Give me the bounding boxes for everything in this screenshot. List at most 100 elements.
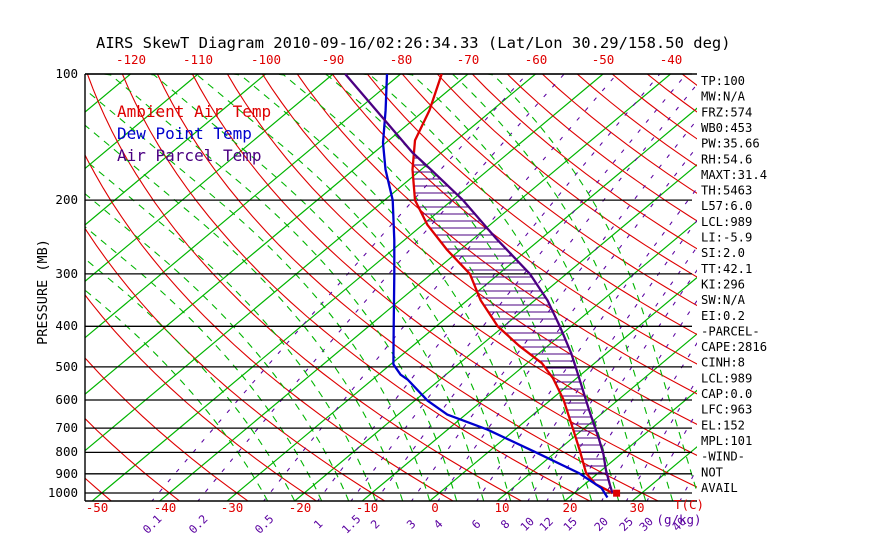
dew-point-temp-curve: [381, 73, 609, 499]
stats-line: EI:0.2: [701, 309, 745, 323]
moist-adiabat-line: [487, 74, 697, 494]
isotherm-line: [429, 276, 697, 501]
isotherm-line: [85, 74, 536, 452]
pressure-tick-label: 400: [55, 318, 78, 333]
dry-adiabat-line: [261, 74, 697, 425]
moist-adiabat-line: [85, 124, 404, 501]
isotherm-line: [85, 74, 199, 170]
ambient-air-temp-curve: [411, 73, 614, 495]
stats-line: EL:152: [701, 418, 745, 432]
dry-adiabat-line: [471, 74, 697, 250]
surface-temp-marker: [613, 489, 621, 497]
stats-line: LCL:989: [701, 215, 752, 229]
stats-line: CINH:8: [701, 356, 745, 370]
isotherm-line: [85, 74, 266, 226]
dry-adiabat-line: [296, 74, 697, 395]
dry-adiabat-line: [85, 227, 386, 501]
pressure-tick-label: 200: [55, 192, 78, 207]
cape-hatch-area: [412, 157, 609, 481]
moist-adiabat-line: [85, 289, 269, 501]
mixing-ratio-label: 15: [560, 514, 580, 534]
isotherm-line: [361, 220, 697, 501]
pressure-tick-label: 600: [55, 392, 78, 407]
top-temp-label: -80: [390, 52, 413, 67]
dry-adiabat-line: [506, 74, 697, 222]
stats-line: MPL:101: [701, 434, 752, 448]
mixing-ratio-label: 6: [469, 517, 484, 532]
mixing-ratio-label: 0.1: [140, 512, 165, 537]
mixing-ratio-label: 25: [616, 514, 636, 534]
pressure-tick-label: 300: [55, 266, 78, 281]
dry-adiabat-line: [85, 477, 113, 501]
temp-unit-label: T(C): [674, 497, 704, 512]
moist-adiabat-line: [405, 74, 647, 501]
top-temp-label: -60: [525, 52, 548, 67]
mixing-ratio-line: [197, 74, 565, 501]
stats-line: SI:2.0: [701, 246, 745, 260]
stats-line: NOT: [701, 465, 724, 479]
stats-line: CAP:0.0: [701, 387, 752, 401]
stats-line: MAXT:31.4: [701, 168, 767, 182]
legend-dew-point-temp: Dew Point Temp: [117, 124, 252, 143]
dry-adiabat-line: [436, 74, 697, 278]
mixing-ratio-unit-label: (g/kg): [656, 512, 701, 527]
mixing-ratio-label: 0.5: [252, 512, 277, 537]
isotherm-line: [294, 163, 697, 501]
top-temp-label: -40: [660, 52, 683, 67]
mixing-ratio-label: 1: [311, 517, 326, 532]
top-temp-label: -90: [322, 52, 345, 67]
stats-line: -WIND-: [701, 450, 745, 464]
mixing-ratio-label: 20: [591, 514, 611, 534]
mixing-ratio-label: 12: [536, 514, 556, 534]
stats-line: RH:54.6: [701, 152, 752, 166]
mixing-ratio-line: [151, 74, 528, 501]
pressure-tick-label: 700: [55, 420, 78, 435]
stats-line: SW:N/A: [701, 293, 746, 307]
stats-line: L57:6.0: [701, 199, 752, 213]
stats-line: FRZ:574: [701, 105, 752, 119]
isotherm-line: [564, 389, 697, 501]
dry-adiabat-line: [85, 357, 249, 501]
legend-air-parcel-temp: Air Parcel Temp: [117, 146, 262, 165]
stats-line: LCL:989: [701, 371, 752, 385]
mixing-ratio-label: 8: [498, 517, 513, 532]
moist-adiabat-line: [447, 74, 674, 501]
dry-adiabat-line: [121, 74, 591, 501]
pressure-axis-title: PRESSURE (MB): [35, 239, 51, 345]
dry-adiabat-line: [86, 74, 523, 501]
bottom-temp-label: -10: [356, 500, 379, 515]
pressure-tick-label: 1000: [48, 485, 78, 500]
mixing-ratio-line: [437, 146, 697, 501]
top-temp-label: -110: [183, 52, 213, 67]
mixing-ratio-label: 3: [404, 517, 419, 532]
pressure-tick-label: 500: [55, 359, 78, 374]
mixing-ratio-line: [317, 74, 661, 501]
moist-adiabat-line: [85, 226, 323, 501]
dry-adiabat-line: [226, 74, 697, 457]
stats-line: LI:-5.9: [701, 231, 752, 245]
top-temp-label: -70: [457, 52, 480, 67]
plot-frame: [84, 73, 697, 502]
chart-title: AIRS SkewT Diagram 2010-09-16/02:26:34.3…: [96, 34, 731, 52]
bottom-temp-label: -50: [86, 500, 109, 515]
bottom-temp-label: -20: [289, 500, 312, 515]
dry-adiabat-line: [576, 74, 697, 167]
mixing-ratio-label: 1.5: [339, 512, 364, 537]
isotherm-line: [496, 333, 697, 501]
mixing-ratio-line: [646, 410, 697, 501]
dry-adiabat-line: [85, 294, 318, 501]
mixing-ratio-label: 4: [431, 517, 446, 532]
mixing-ratio-label: 2: [368, 517, 383, 532]
mixing-ratio-label: 0.2: [186, 512, 211, 537]
top-temp-label: -100: [251, 52, 281, 67]
mixing-ratio-label: 10: [517, 514, 537, 534]
pressure-tick-label: 800: [55, 444, 78, 459]
stats-line: KI:296: [701, 278, 745, 292]
moist-adiabat-line: [276, 74, 566, 501]
dry-adiabat-line: [85, 153, 455, 501]
stats-line: TT:42.1: [701, 262, 752, 276]
bottom-temp-label: -40: [154, 500, 177, 515]
isotherm-line: [91, 74, 604, 501]
dry-adiabat-line: [331, 74, 697, 365]
